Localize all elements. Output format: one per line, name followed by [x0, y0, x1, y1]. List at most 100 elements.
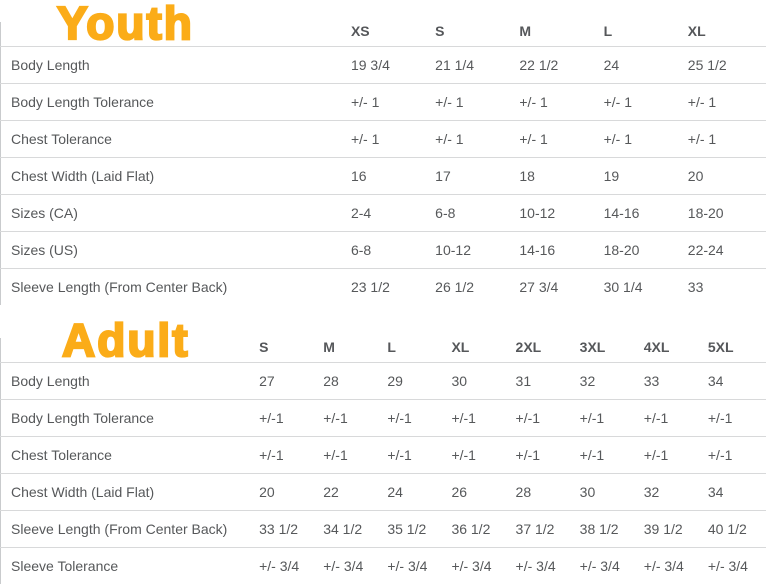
value-cell: +/-1	[509, 436, 574, 474]
row-label: Chest Tolerance	[0, 436, 254, 474]
adult-size-chart-section: Adult S M L XL 2XL 3XL 4XL 5XL Body Length 27 28 2…	[0, 305, 766, 584]
value-cell: 30	[445, 362, 510, 400]
youth-header-row: XS S M L XL	[1, 22, 766, 47]
value-cell: 25 1/2	[681, 46, 766, 84]
column-header-m: M	[323, 339, 335, 355]
value-cell: 26	[445, 473, 510, 511]
value-cell: 18	[513, 157, 598, 195]
youth-table-body: Body Length 19 3/4 21 1/4 22 1/2 24 25 1/2 Bod…	[0, 46, 766, 305]
value-cell: 17	[429, 157, 514, 195]
value-cell: 10-12	[513, 194, 598, 232]
table-row: Body Length Tolerance +/-1 +/-1 +/-1 +/-1 +/-…	[0, 399, 766, 437]
row-label: Chest Tolerance	[0, 120, 345, 158]
table-row: Sizes (CA) 2-4 6-8 10-12 14-16 18-20	[0, 194, 766, 232]
column-header-l: L	[603, 23, 613, 39]
column-header-4xl: 4XL	[643, 339, 670, 355]
row-label: Body Length Tolerance	[0, 83, 345, 121]
table-row: Body Length 27 28 29 30 31 32 33 34	[0, 362, 766, 400]
adult-header-row: S M L XL 2XL 3XL 4XL 5XL	[1, 338, 766, 363]
value-cell: +/-1	[701, 399, 766, 437]
value-cell: +/-1	[637, 399, 702, 437]
value-cell: +/-1	[509, 399, 574, 437]
value-cell: +/- 1	[513, 120, 598, 158]
row-label: Sizes (US)	[0, 231, 345, 269]
value-cell: +/-1	[317, 399, 382, 437]
value-cell: 18-20	[681, 194, 766, 232]
value-cell: 20	[681, 157, 766, 195]
column-header-2xl: 2XL	[515, 339, 542, 355]
value-cell: 29	[381, 362, 446, 400]
table-row: Body Length 19 3/4 21 1/4 22 1/2 24 25 1/2	[0, 46, 766, 84]
value-cell: 16	[344, 157, 430, 195]
table-row: Chest Tolerance +/-1 +/-1 +/-1 +/-1 +/-1 +/-1 +…	[0, 436, 766, 474]
column-header-s: S	[435, 23, 445, 39]
value-cell: 28	[317, 362, 382, 400]
value-cell: +/- 3/4	[317, 547, 382, 584]
row-label: Body Length Tolerance	[0, 399, 254, 437]
value-cell: +/- 3/4	[701, 547, 766, 584]
value-cell: 19 3/4	[344, 46, 430, 84]
value-cell: +/- 1	[681, 83, 766, 121]
value-cell: 22	[317, 473, 382, 511]
value-cell: 27 3/4	[513, 268, 598, 305]
value-cell: 30 1/4	[597, 268, 682, 305]
value-cell: +/-1	[573, 436, 638, 474]
value-cell: +/- 1	[344, 120, 430, 158]
row-label: Body Length	[0, 362, 254, 400]
value-cell: 34	[701, 362, 766, 400]
column-header-m: M	[519, 23, 532, 39]
value-cell: 34	[701, 473, 766, 511]
value-cell: 24	[381, 473, 446, 511]
value-cell: 31	[509, 362, 574, 400]
value-cell: +/- 1	[513, 83, 598, 121]
row-label: Sleeve Length (From Center Back)	[0, 510, 254, 548]
youth-size-chart-section: Youth XS S M L XL Body Length 19 3/4 21 1/4 22 …	[0, 0, 766, 305]
table-row: Chest Width (Laid Flat) 16 17 18 19 20	[0, 157, 766, 195]
table-row: Sleeve Tolerance +/- 3/4 +/- 3/4 +/- 3/4 +/-…	[0, 547, 766, 584]
youth-title: Youth	[56, 0, 194, 49]
value-cell: +/-1	[637, 436, 702, 474]
row-label: Body Length	[0, 46, 345, 84]
value-cell: +/- 3/4	[445, 547, 510, 584]
table-row: Chest Width (Laid Flat) 20 22 24 26 28 30 32 34	[0, 473, 766, 511]
value-cell: 6-8	[429, 194, 514, 232]
value-cell: 14-16	[597, 194, 682, 232]
value-cell: +/- 3/4	[381, 547, 446, 584]
value-cell: 27	[253, 362, 318, 400]
row-label: Chest Width (Laid Flat)	[0, 157, 345, 195]
row-label: Sleeve Length (From Center Back)	[0, 268, 345, 305]
value-cell: 38 1/2	[573, 510, 638, 548]
value-cell: 22 1/2	[513, 46, 598, 84]
value-cell: 36 1/2	[445, 510, 510, 548]
value-cell: 32	[637, 473, 702, 511]
table-row: Chest Tolerance +/- 1 +/- 1 +/- 1 +/- 1 +/- 1	[0, 120, 766, 158]
column-header-l: L	[387, 339, 396, 355]
value-cell: +/- 3/4	[509, 547, 574, 584]
value-cell: +/-1	[381, 436, 446, 474]
value-cell: +/-1	[253, 436, 318, 474]
value-cell: +/- 3/4	[637, 547, 702, 584]
row-label: Sizes (CA)	[0, 194, 345, 232]
column-header-xs: XS	[350, 23, 370, 39]
value-cell: 19	[597, 157, 682, 195]
value-cell: +/- 1	[681, 120, 766, 158]
value-cell: +/-1	[573, 399, 638, 437]
value-cell: 37 1/2	[509, 510, 574, 548]
column-header-s: S	[259, 339, 269, 355]
value-cell: 23 1/2	[344, 268, 430, 305]
value-cell: 34 1/2	[317, 510, 382, 548]
value-cell: 39 1/2	[637, 510, 702, 548]
column-header-5xl: 5XL	[707, 339, 734, 355]
table-row: Sizes (US) 6-8 10-12 14-16 18-20 22-24	[0, 231, 766, 269]
row-label: Chest Width (Laid Flat)	[0, 473, 254, 511]
value-cell: +/-1	[253, 399, 318, 437]
value-cell: +/- 1	[597, 120, 682, 158]
value-cell: 18-20	[597, 231, 682, 269]
value-cell: +/-1	[317, 436, 382, 474]
value-cell: 14-16	[513, 231, 598, 269]
adult-size-table: S M L XL 2XL 3XL 4XL 5XL Body Length 27 28 29 30 31 3…	[0, 338, 766, 584]
value-cell: +/- 3/4	[253, 547, 318, 584]
value-cell: +/- 3/4	[573, 547, 638, 584]
value-cell: 20	[253, 473, 318, 511]
